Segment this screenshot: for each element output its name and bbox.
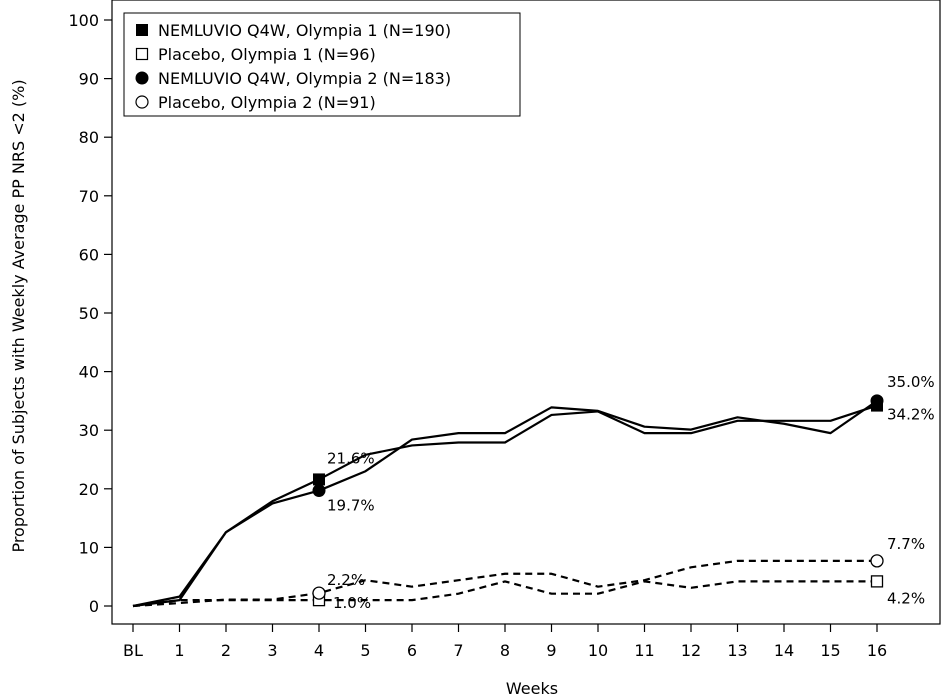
legend-marker-open-circle (135, 95, 149, 109)
x-tick-label: 4 (314, 641, 324, 660)
x-tick-label: 1 (174, 641, 184, 660)
x-tick-label: 16 (867, 641, 887, 660)
x-tick-label: 14 (774, 641, 794, 660)
series-marker-3-x4 (312, 586, 326, 600)
x-tick-label: 10 (588, 641, 608, 660)
legend-label-nemluvio-olympia-1: NEMLUVIO Q4W, Olympia 1 (N=190) (158, 21, 451, 40)
x-tick-label: 6 (407, 641, 417, 660)
legend-marker-open-square (135, 47, 149, 61)
legend-box (123, 12, 521, 117)
series-marker-0-x4 (313, 473, 325, 486)
plot-frame (111, 0, 941, 625)
x-axis-title: Weeks (506, 679, 558, 698)
x-tick-label: 15 (820, 641, 840, 660)
x-tick-label: 5 (360, 641, 370, 660)
legend-label-placebo-olympia-2: Placebo, Olympia 2 (N=91) (158, 93, 376, 112)
series-line-0 (132, 404, 878, 608)
y-tick-label: 40 (79, 363, 99, 382)
x-tick-label: 3 (267, 641, 277, 660)
y-tick-label: 100 (68, 11, 99, 30)
legend: NEMLUVIO Q4W, Olympia 1 (N=190) Placebo,… (123, 12, 521, 117)
y-tick-label: 60 (79, 245, 99, 264)
data-label: 19.7% (327, 497, 375, 515)
data-label: 1.0% (333, 594, 371, 612)
legend-marker-filled-circle (135, 71, 149, 85)
legend-label-nemluvio-olympia-2: NEMLUVIO Q4W, Olympia 2 (N=183) (158, 69, 451, 88)
x-axis: BL 1 2 3 4 5 6 7 8 9 10 11 12 13 14 15 16 (123, 624, 887, 660)
data-label: 7.7% (887, 535, 925, 553)
x-tick-label: 12 (681, 641, 701, 660)
y-tick-label: 70 (79, 187, 99, 206)
data-label: 34.2% (887, 406, 935, 424)
x-tick-label: 11 (634, 641, 654, 660)
y-tick-label: 90 (79, 70, 99, 89)
series-markers (312, 394, 884, 607)
y-tick-label: 10 (79, 538, 99, 557)
data-label: 35.0% (887, 373, 935, 391)
legend-marker-filled-square (136, 24, 148, 36)
data-label: 4.2% (887, 589, 925, 607)
series-line-2 (132, 399, 878, 608)
series-line-3 (132, 559, 877, 608)
data-label: 21.6% (327, 449, 375, 467)
y-tick-label: 0 (89, 597, 99, 616)
x-tick-label: BL (123, 641, 143, 660)
series-lines (132, 399, 878, 608)
legend-label-placebo-olympia-1: Placebo, Olympia 1 (N=96) (158, 45, 376, 64)
y-tick-label: 30 (79, 421, 99, 440)
series-line-1 (132, 580, 877, 608)
x-tick-label: 7 (453, 641, 463, 660)
series-marker-2-x4 (312, 484, 326, 498)
y-tick-label: 80 (79, 128, 99, 147)
x-tick-label: 13 (727, 641, 747, 660)
x-tick-label: 9 (546, 641, 556, 660)
x-tick-label: 8 (500, 641, 510, 660)
data-labels: 21.6% 19.7% 2.2% 1.0% 35.0% 34.2% 7.7% 4.2% (327, 373, 935, 612)
x-tick-label: 2 (221, 641, 231, 660)
series-marker-3-x16 (870, 554, 884, 568)
y-axis: 0 10 20 30 40 50 60 70 80 90 100 (68, 11, 112, 616)
y-tick-label: 50 (79, 304, 99, 323)
data-label: 2.2% (327, 571, 365, 589)
y-tick-label: 20 (79, 480, 99, 499)
series-marker-2-x16 (870, 394, 884, 408)
series-marker-1-x16 (870, 575, 884, 588)
y-axis-title: Proportion of Subjects with Weekly Avera… (9, 79, 28, 552)
